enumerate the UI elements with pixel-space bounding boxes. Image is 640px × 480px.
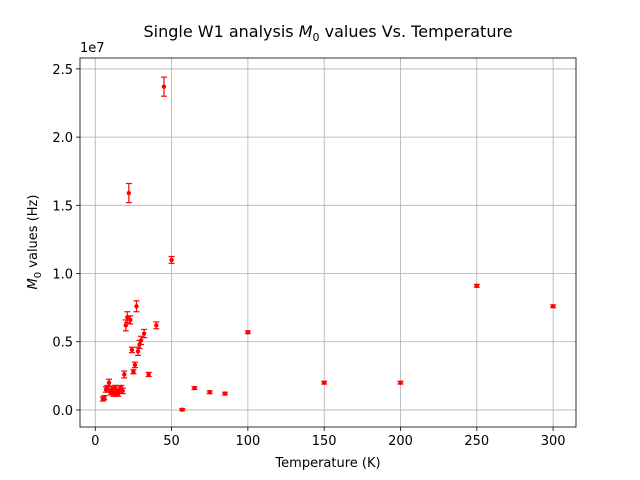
data-point (160, 76, 167, 97)
data-point (145, 371, 152, 378)
data-point (321, 380, 328, 385)
point-marker (106, 380, 112, 385)
ticks-layer: 0 50 100 150 200 250 300 0.0 0.5 1.0 1.5 2.0 2.5 (52, 63, 565, 449)
point-marker (474, 283, 479, 289)
data-point (397, 380, 404, 385)
grid-layer (80, 58, 576, 427)
point-marker (138, 338, 144, 343)
x-tick-label: 100 (235, 434, 260, 449)
point-marker (398, 380, 403, 385)
point-marker (120, 388, 125, 394)
point-marker (128, 317, 133, 323)
y-tick-label: 0.0 (52, 404, 73, 419)
y-axis-label: M0 values (Hz) (26, 195, 44, 290)
point-marker (135, 349, 141, 354)
point-marker (169, 257, 174, 263)
data-point (168, 255, 175, 264)
point-marker (321, 380, 327, 385)
point-marker (550, 304, 556, 309)
point-marker (123, 323, 128, 328)
x-tick-label: 0 (91, 434, 99, 449)
y-tick-label: 2.0 (52, 131, 73, 146)
x-tick-label: 50 (163, 434, 180, 449)
point-marker (222, 391, 228, 396)
data-point (138, 335, 145, 346)
data-point (121, 370, 128, 379)
x-tick-label: 150 (312, 434, 337, 449)
point-marker (245, 329, 251, 335)
y-tick-label: 2.5 (52, 63, 73, 78)
point-marker (180, 407, 185, 412)
data-point (101, 395, 108, 401)
point-marker (102, 395, 107, 400)
data-point (127, 315, 134, 325)
data-point (473, 283, 480, 289)
point-marker (207, 390, 212, 395)
point-marker (192, 385, 197, 391)
data-points-layer (99, 76, 557, 412)
data-point (130, 369, 137, 375)
point-marker (141, 331, 147, 336)
y-tick-label: 0.5 (52, 336, 73, 351)
point-marker (126, 190, 132, 196)
data-point (206, 390, 213, 395)
data-point (133, 300, 140, 313)
y-tick-label: 1.0 (52, 268, 73, 283)
point-marker (132, 362, 138, 368)
point-marker (134, 304, 139, 309)
point-marker (161, 84, 167, 89)
data-point (125, 182, 132, 204)
chart-title: Single W1 analysis M0 values Vs. Tempera… (143, 22, 512, 44)
data-point (550, 304, 557, 309)
point-marker (146, 372, 151, 377)
y-axis-offset-label: 1e7 (80, 41, 105, 56)
data-point (141, 328, 148, 339)
y-tick-label: 1.5 (52, 199, 73, 214)
x-axis-label: Temperature (K) (274, 456, 380, 471)
data-point (179, 407, 186, 412)
point-marker (129, 347, 135, 353)
data-point (244, 329, 251, 335)
data-point (128, 346, 135, 354)
x-tick-label: 200 (388, 434, 413, 449)
data-point (221, 391, 228, 396)
point-marker (154, 323, 159, 328)
data-point (191, 385, 198, 391)
data-point (153, 321, 160, 330)
point-marker (122, 372, 127, 377)
plot-area-frame (79, 57, 577, 428)
x-tick-label: 250 (464, 434, 489, 449)
x-tick-label: 300 (541, 434, 566, 449)
point-marker (131, 369, 136, 374)
data-point (131, 361, 138, 369)
data-point (105, 378, 112, 387)
data-point (119, 387, 126, 395)
